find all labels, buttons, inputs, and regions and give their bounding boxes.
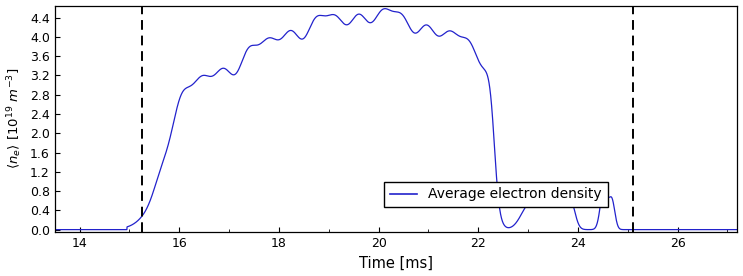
Y-axis label: $\langle n_e \rangle\ [10^{19}\ m^{-3}]$: $\langle n_e \rangle\ [10^{19}\ m^{-3}]$ <box>5 68 25 169</box>
Legend: Average electron density: Average electron density <box>384 182 608 207</box>
X-axis label: Time [ms]: Time [ms] <box>359 256 433 270</box>
